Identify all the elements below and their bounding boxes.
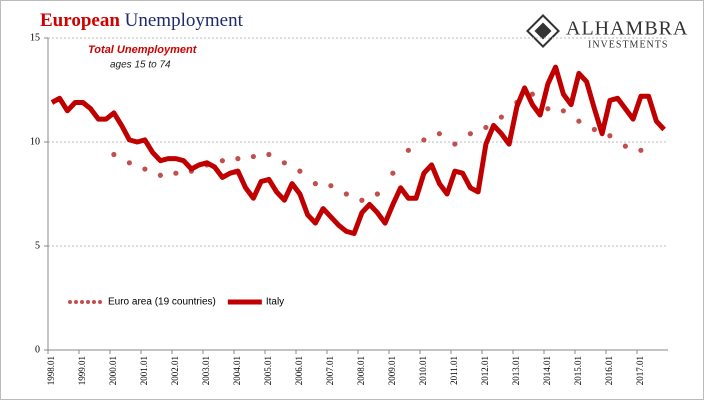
data-point <box>297 168 303 174</box>
data-point <box>545 106 551 112</box>
data-point <box>638 147 644 153</box>
data-point <box>173 170 179 176</box>
legend-swatch <box>86 300 90 304</box>
data-point <box>576 118 582 124</box>
x-tick-label: 2000.01 <box>108 356 118 385</box>
x-tick-label: 2013.01 <box>511 356 521 385</box>
y-tick-label: 0 <box>35 344 40 355</box>
legend-swatch <box>74 300 78 304</box>
data-point <box>266 151 272 158</box>
data-point <box>235 156 241 162</box>
x-tick-label: 1999.01 <box>77 356 87 385</box>
data-point <box>157 172 163 178</box>
data-point <box>498 114 504 120</box>
chart-title: European Unemployment <box>40 10 244 31</box>
title-part: Unemployment <box>125 10 244 31</box>
data-point <box>312 181 318 187</box>
data-point <box>359 197 365 203</box>
x-tick-label: 2008.01 <box>356 356 366 385</box>
logo: ALHAMBRA INVESTMENTS <box>526 14 688 50</box>
legend-swatch <box>98 300 102 304</box>
data-point <box>607 133 613 139</box>
x-tick-label: 2004.01 <box>232 356 242 385</box>
logo-mark <box>534 22 552 40</box>
data-line <box>50 64 666 236</box>
x-tick-label: 2001.01 <box>139 356 149 385</box>
y-tick-label: 15 <box>30 32 40 43</box>
x-tick-label: 2014.01 <box>542 356 552 385</box>
x-tick-label: 2015.01 <box>573 356 583 385</box>
x-tick-label: 2006.01 <box>294 356 304 385</box>
data-point <box>529 91 535 97</box>
data-point <box>374 191 380 197</box>
data-point <box>405 147 411 153</box>
annotation: ages 15 to 74 <box>110 60 171 71</box>
legend-swatch <box>92 300 96 304</box>
data-point <box>219 158 225 164</box>
logo-text: ALHAMBRA <box>566 18 688 40</box>
data-point <box>111 151 117 158</box>
x-tick-label: 2012.01 <box>480 356 490 385</box>
data-point <box>467 131 473 137</box>
data-point <box>281 160 287 166</box>
x-tick-label: 2007.01 <box>325 356 335 385</box>
legend-swatch <box>68 300 72 304</box>
data-point <box>436 131 442 137</box>
data-point <box>126 160 132 166</box>
data-point <box>483 124 489 131</box>
y-tick-label: 10 <box>30 136 40 147</box>
data-point <box>452 141 458 147</box>
data-point <box>622 143 628 149</box>
data-point <box>250 153 256 160</box>
x-tick-label: 2011.01 <box>449 356 459 385</box>
legend-swatch <box>80 300 84 304</box>
x-tick-label: 2017.01 <box>635 356 645 385</box>
data-point <box>421 137 427 143</box>
x-tick-label: 2016.01 <box>604 356 614 385</box>
x-tick-label: 2002.01 <box>170 356 180 385</box>
x-tick-label: 1998.01 <box>46 356 56 385</box>
data-point <box>390 170 396 176</box>
data-point <box>142 166 148 172</box>
title-part: European <box>40 10 120 31</box>
logo-text: INVESTMENTS <box>588 39 668 50</box>
y-tick-label: 5 <box>35 240 40 251</box>
x-tick-label: 2005.01 <box>263 356 273 385</box>
data-point <box>328 183 334 189</box>
x-tick-label: 2009.01 <box>387 356 397 385</box>
legend-label: Italy <box>266 297 284 308</box>
x-tick-label: 2010.01 <box>418 356 428 385</box>
data-point <box>560 108 566 114</box>
x-tick-label: 2003.01 <box>201 356 211 385</box>
logo-mark <box>526 14 560 48</box>
data-point <box>343 191 349 197</box>
legend-label: Euro area (19 countries) <box>108 297 216 308</box>
data-point <box>591 126 597 133</box>
annotation: Total Unemployment <box>88 44 198 56</box>
